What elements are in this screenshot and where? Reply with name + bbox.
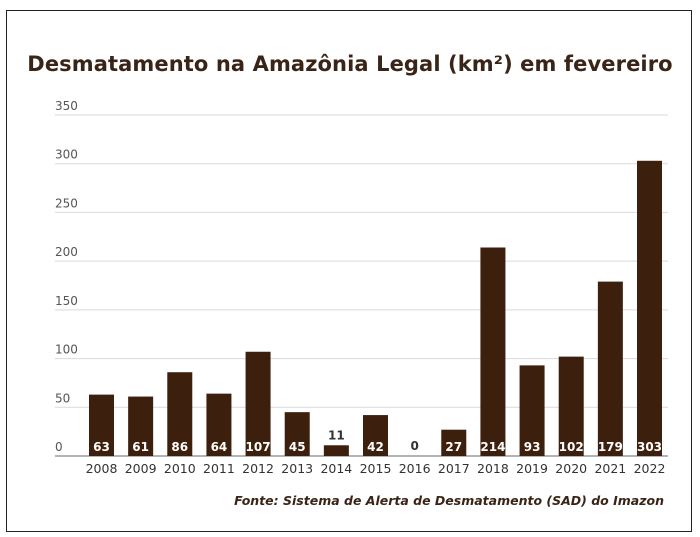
bar (519, 365, 545, 456)
data-label: 214 (480, 440, 505, 454)
data-label: 63 (93, 440, 110, 454)
bar (284, 412, 310, 456)
bar (89, 394, 114, 456)
y-tick-label: 350 (55, 99, 78, 113)
x-tick-label: 2022 (634, 461, 666, 476)
data-label: 86 (171, 440, 188, 454)
bar (597, 281, 623, 456)
data-label: 107 (246, 440, 271, 454)
y-tick-label: 100 (55, 343, 78, 357)
y-tick-label: 200 (55, 245, 78, 259)
bar (480, 247, 506, 456)
bar (323, 445, 349, 456)
x-tick-label: 2008 (86, 461, 118, 476)
bar (245, 351, 271, 456)
source-note: Fonte: Sistema de Alerta de Desmatamento… (234, 493, 664, 508)
bar (363, 415, 388, 456)
x-tick-label: 2013 (281, 461, 313, 476)
x-tick-label: 2020 (555, 461, 587, 476)
data-label: 303 (637, 440, 662, 454)
bar (558, 356, 584, 456)
x-tick-label: 2015 (360, 461, 392, 476)
data-label: 61 (132, 440, 149, 454)
y-tick-label: 50 (55, 391, 70, 405)
x-tick-label: 2012 (242, 461, 274, 476)
data-label: 11 (328, 428, 345, 442)
y-tick-label: 150 (55, 294, 78, 308)
x-tick-label: 2010 (164, 461, 196, 476)
y-tick-label: 0 (55, 440, 63, 454)
chart-title: Desmatamento na Amazônia Legal (km²) em … (27, 52, 673, 76)
x-tick-label: 2017 (438, 461, 470, 476)
data-label: 179 (598, 440, 623, 454)
bar (637, 160, 662, 456)
data-label: 102 (559, 440, 584, 454)
x-tick-label: 2018 (477, 461, 509, 476)
bar (206, 393, 232, 456)
bar (128, 396, 154, 456)
data-label: 0 (410, 439, 418, 453)
data-label: 93 (524, 440, 541, 454)
y-tick-label: 250 (55, 196, 78, 210)
data-label: 27 (445, 440, 462, 454)
bar (167, 372, 193, 456)
x-tick-label: 2016 (399, 461, 431, 476)
data-label: 64 (211, 440, 228, 454)
bar (441, 429, 467, 456)
data-label: 45 (289, 440, 306, 454)
y-tick-label: 300 (55, 148, 78, 162)
x-tick-label: 2021 (594, 461, 626, 476)
data-label: 42 (367, 440, 384, 454)
x-tick-label: 2019 (516, 461, 548, 476)
x-tick-label: 2009 (125, 461, 157, 476)
x-tick-label: 2011 (203, 461, 235, 476)
x-tick-label: 2014 (320, 461, 352, 476)
